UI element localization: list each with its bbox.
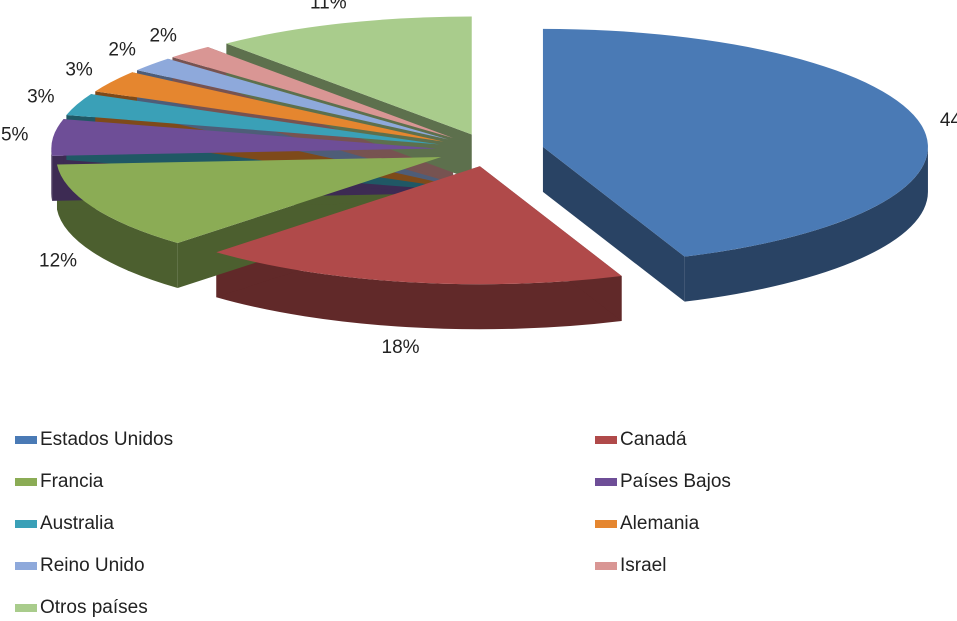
legend-swatch [595,478,617,486]
legend-label: Otros países [40,597,148,618]
slice [51,119,437,156]
slices [51,16,928,285]
slice [226,16,472,135]
legend-label: Alemania [620,513,700,534]
legend-swatch [595,520,617,528]
data-label: 12% [39,250,77,271]
data-label: 18% [382,337,420,358]
slice [95,72,444,142]
slice-side [51,148,53,201]
legend-label: Reino Unido [40,555,145,576]
legend-swatch [595,562,617,570]
legend-label: Países Bajos [620,471,731,492]
legend-swatch [15,562,37,570]
legend-swatch [15,436,37,444]
slice [136,58,449,140]
slice-face [542,146,685,302]
legend-swatch [595,436,617,444]
slice-side [56,164,178,289]
slice [542,28,928,257]
slice [216,166,622,285]
legend-label: Israel [620,555,666,576]
slice-side [216,252,622,330]
data-label: 3% [27,86,55,107]
slice [56,157,442,244]
slice-side [684,146,928,302]
legend-label: Francia [40,471,104,492]
legend-label: Estados Unidos [40,429,173,450]
legend-swatch [15,478,37,486]
data-label: 44% [940,110,957,131]
legend-label: Canadá [620,429,687,450]
data-label: 2% [149,25,177,46]
data-label: 2% [108,40,136,61]
data-label: 3% [65,60,93,81]
slice [172,47,454,138]
legend-swatch [15,604,37,612]
legend-label: Australia [40,513,114,534]
legend-swatch [15,520,37,528]
data-label: 11% [310,0,347,13]
data-label: 5% [1,124,29,145]
slice [66,94,440,145]
